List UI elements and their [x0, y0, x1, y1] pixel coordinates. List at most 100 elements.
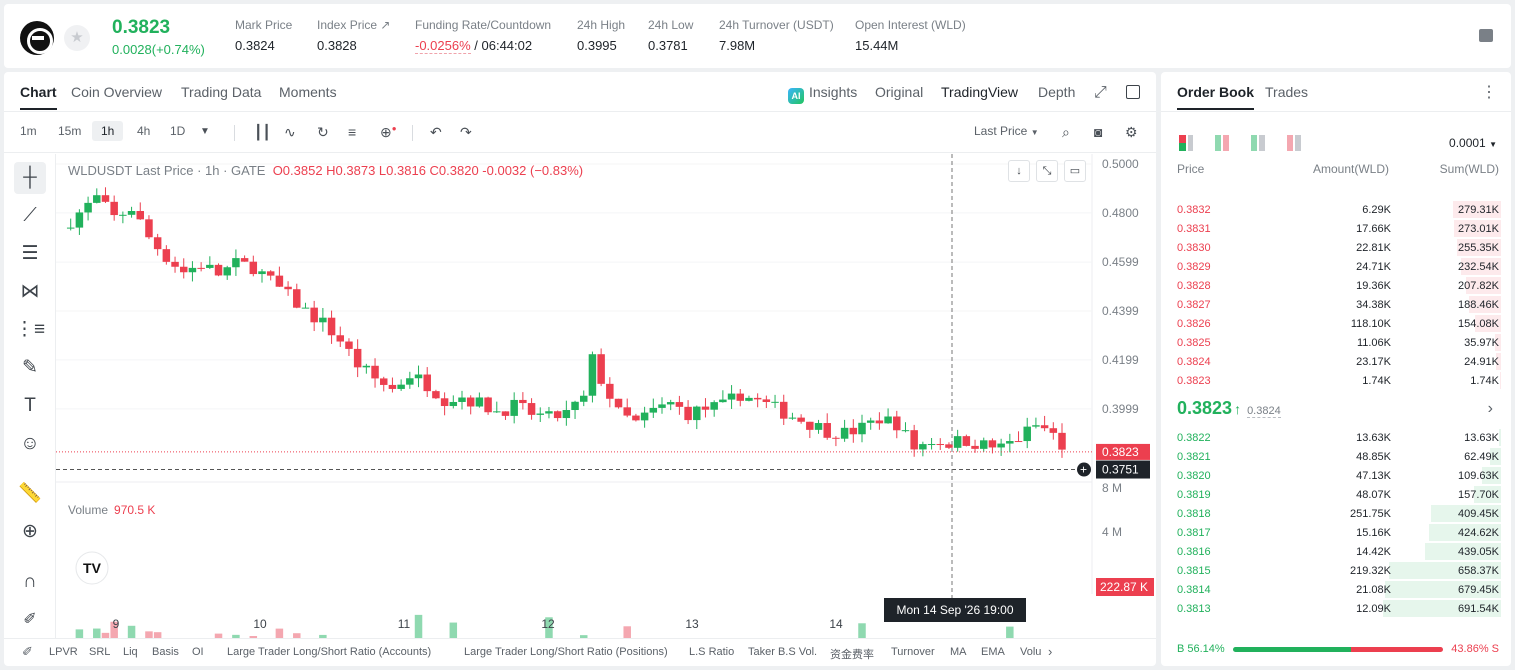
window-icon[interactable] — [1126, 85, 1140, 99]
candle-body — [623, 407, 631, 416]
timeframe-1d[interactable]: 1D — [170, 124, 186, 138]
indicator-srl[interactable]: SRL — [89, 646, 111, 658]
settings-gear-icon[interactable]: ⚙ — [1125, 124, 1138, 140]
tab-trading-data[interactable]: Trading Data — [181, 84, 262, 100]
timeframe-dropdown-icon[interactable]: ▼ — [200, 126, 210, 137]
ask-row[interactable]: 0.3832 6.29K 279.31K — [1161, 200, 1511, 219]
book-asks-icon[interactable] — [1287, 135, 1303, 151]
timeframe-4h[interactable]: 4h — [137, 124, 151, 138]
indicator-ls-ratio[interactable]: L.S Ratio — [689, 646, 735, 658]
candle-body — [519, 399, 527, 404]
favorite-star-icon[interactable]: ★ — [64, 25, 90, 51]
bid-row[interactable]: 0.3813 12.09K 691.54K — [1161, 599, 1511, 618]
volume-bar — [153, 632, 162, 638]
tab-depth[interactable]: Depth — [1038, 84, 1076, 100]
fullscreen-icon[interactable]: ▭ — [1064, 160, 1086, 182]
ask-row[interactable]: 0.3824 23.17K 24.91K — [1161, 352, 1511, 371]
camera-icon[interactable]: ◙ — [1094, 124, 1103, 140]
indicator-icon[interactable]: ∿ — [284, 124, 296, 140]
timeframe-1m[interactable]: 1m — [20, 124, 37, 138]
candle-type-icon[interactable]: ┃┃ — [254, 124, 271, 140]
ruler-icon[interactable]: 📏 — [18, 483, 42, 504]
ask-row[interactable]: 0.3828 19.36K 207.82K — [1161, 276, 1511, 295]
tab-original[interactable]: Original — [875, 84, 924, 100]
row-amount: 48.85K — [1356, 451, 1391, 463]
indicator-volume[interactable]: Volu — [1020, 646, 1042, 658]
book-mixed-icon[interactable] — [1215, 135, 1231, 151]
row-sum: 154.08K — [1458, 318, 1499, 330]
expand-icon[interactable]: ⤢ — [1094, 84, 1107, 101]
bid-row[interactable]: 0.3816 14.42K 439.05K — [1161, 542, 1511, 561]
bid-row[interactable]: 0.3818 251.75K 409.45K — [1161, 504, 1511, 523]
book-both-icon[interactable] — [1179, 135, 1195, 151]
fib-icon[interactable]: ⋮≡ — [14, 319, 46, 340]
mid-price[interactable]: 0.3823 ↑ 0.3824 › — [1177, 398, 1499, 422]
row-price: 0.3823 — [1177, 375, 1211, 387]
stat-index-price[interactable]: Index Price ↗ 0.3828 — [317, 18, 390, 53]
tab-coin-overview[interactable]: Coin Overview — [71, 84, 163, 100]
pen-icon[interactable]: ✐ — [23, 611, 37, 628]
ask-row[interactable]: 0.3830 22.81K 255.35K — [1161, 238, 1511, 257]
horizontal-lines-icon[interactable]: ☰ — [21, 243, 39, 264]
timeframe-15m[interactable]: 15m — [58, 124, 82, 138]
indicator-funding-rate[interactable]: 资金费率 — [830, 649, 874, 661]
indicator-basis[interactable]: Basis — [152, 646, 179, 658]
row-price: 0.3813 — [1177, 603, 1211, 615]
indicator-turnover[interactable]: Turnover — [891, 646, 935, 658]
search-icon[interactable]: ⌕ — [1062, 124, 1070, 140]
tab-trades[interactable]: Trades — [1265, 84, 1309, 100]
bid-row[interactable]: 0.3819 48.07K 157.70K — [1161, 485, 1511, 504]
more-options-icon[interactable]: ⋮ — [1481, 84, 1497, 101]
chevron-right-icon[interactable]: › — [1048, 644, 1053, 659]
guide-book-icon[interactable] — [1479, 29, 1493, 42]
indicator-ma[interactable]: MA — [950, 646, 967, 658]
arrow-down-icon[interactable]: ↓ — [1008, 160, 1030, 182]
indicator-ema[interactable]: EMA — [981, 646, 1005, 658]
magnet-icon[interactable]: ∩ — [23, 571, 37, 592]
ask-row[interactable]: 0.3826 118.10K 154.08K — [1161, 314, 1511, 333]
collapse-icon[interactable]: ⤡ — [1036, 160, 1058, 182]
template-icon[interactable]: ≡ — [348, 124, 357, 140]
brush-icon[interactable]: ✎ — [22, 357, 38, 378]
undo-icon[interactable]: ↶ — [430, 124, 442, 140]
crosshair-icon[interactable]: ┼ — [14, 162, 46, 194]
tab-tradingview[interactable]: TradingView — [941, 84, 1019, 100]
precision-select[interactable]: 0.0001 ▼ — [1449, 136, 1497, 150]
bid-row[interactable]: 0.3822 13.63K 13.63K — [1161, 428, 1511, 447]
indicator-ls-accounts[interactable]: Large Trader Long/Short Ratio (Accounts) — [227, 646, 432, 658]
timeframe-1h[interactable]: 1h — [92, 121, 124, 141]
tab-moments[interactable]: Moments — [279, 84, 337, 100]
bid-row[interactable]: 0.3814 21.08K 679.45K — [1161, 580, 1511, 599]
volume-bar — [101, 632, 110, 638]
indicator-ls-positions[interactable]: Large Trader Long/Short Ratio (Positions… — [464, 646, 668, 658]
redo-icon[interactable]: ↷ — [460, 124, 472, 140]
indicator-toggle-icon[interactable]: ✐ — [22, 644, 33, 659]
bid-row[interactable]: 0.3820 47.13K 109.63K — [1161, 466, 1511, 485]
add-indicator-icon[interactable]: ⊕● — [380, 124, 397, 140]
price-type-select[interactable]: Last Price ▼ — [974, 124, 1039, 138]
tab-insights[interactable]: AI Insights — [788, 84, 857, 104]
bid-row[interactable]: 0.3817 15.16K 424.62K — [1161, 523, 1511, 542]
book-bids-icon[interactable] — [1251, 135, 1267, 151]
tab-chart[interactable]: Chart — [20, 84, 57, 110]
indicator-oi[interactable]: OI — [192, 646, 204, 658]
pattern-icon[interactable]: ⋈ — [20, 281, 40, 302]
indicator-liq[interactable]: Liq — [123, 646, 138, 658]
depth-bar — [1388, 562, 1501, 579]
indicator-taker-vol[interactable]: Taker B.S Vol. — [748, 646, 818, 658]
bid-row[interactable]: 0.3815 219.32K 658.37K — [1161, 561, 1511, 580]
candlestick-chart[interactable]: 0.5000 0.4800 0.4599 0.4399 0.4199 0.3999 8 M 4… — [56, 154, 1156, 638]
trend-line-icon[interactable]: ⟋ — [23, 205, 37, 226]
emoji-icon[interactable]: ☺ — [20, 433, 40, 454]
ask-row[interactable]: 0.3829 24.71K 232.54K — [1161, 257, 1511, 276]
replay-icon[interactable]: ↻ — [317, 124, 329, 140]
text-tool-icon[interactable]: T — [24, 395, 36, 416]
tab-order-book[interactable]: Order Book — [1177, 84, 1255, 110]
ask-row[interactable]: 0.3823 1.74K 1.74K — [1161, 371, 1511, 390]
bid-row[interactable]: 0.3821 48.85K 62.49K — [1161, 447, 1511, 466]
ask-row[interactable]: 0.3831 17.66K 273.01K — [1161, 219, 1511, 238]
ask-row[interactable]: 0.3825 11.06K 35.97K — [1161, 333, 1511, 352]
zoom-in-icon[interactable]: ⊕ — [22, 521, 38, 542]
ask-row[interactable]: 0.3827 34.38K 188.46K — [1161, 295, 1511, 314]
indicator-lpvr[interactable]: LPVR — [49, 646, 78, 658]
